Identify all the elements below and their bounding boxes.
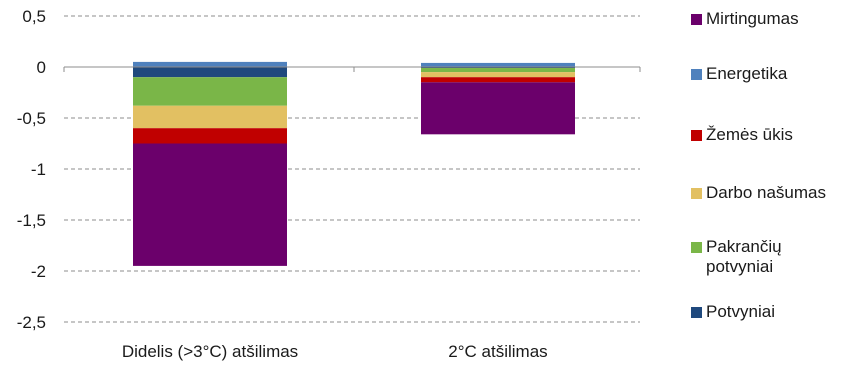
bar-segment — [133, 67, 287, 78]
x-category-label: Didelis (>3°C) atšilimas — [122, 342, 298, 361]
bar-segment — [133, 77, 287, 106]
y-tick-label: -1,5 — [17, 211, 46, 230]
y-tick-label: -2,5 — [17, 313, 46, 332]
bar-segment — [421, 72, 575, 78]
bar-segment — [133, 61, 287, 67]
axes: 0,5 0 -0,5 -1 -1,5 -2 -2,5 Didelis (>3°C) atšil… — [17, 7, 641, 361]
y-tick-label: 0,5 — [22, 7, 46, 26]
bar-segment — [133, 128, 287, 144]
bars — [133, 61, 575, 266]
bar-segment — [421, 82, 575, 135]
bar-segment — [421, 77, 575, 83]
bar-segment — [421, 68, 575, 73]
bar-segment — [133, 143, 287, 266]
y-tick-label: 0 — [37, 58, 46, 77]
bar-segment — [421, 62, 575, 67]
y-tick-label: -0,5 — [17, 109, 46, 128]
bar-segment — [421, 67, 575, 69]
x-category-label: 2°C atšilimas — [448, 342, 547, 361]
bar-segment — [133, 105, 287, 129]
y-tick-label: -1 — [31, 160, 46, 179]
y-tick-label: -2 — [31, 262, 46, 281]
